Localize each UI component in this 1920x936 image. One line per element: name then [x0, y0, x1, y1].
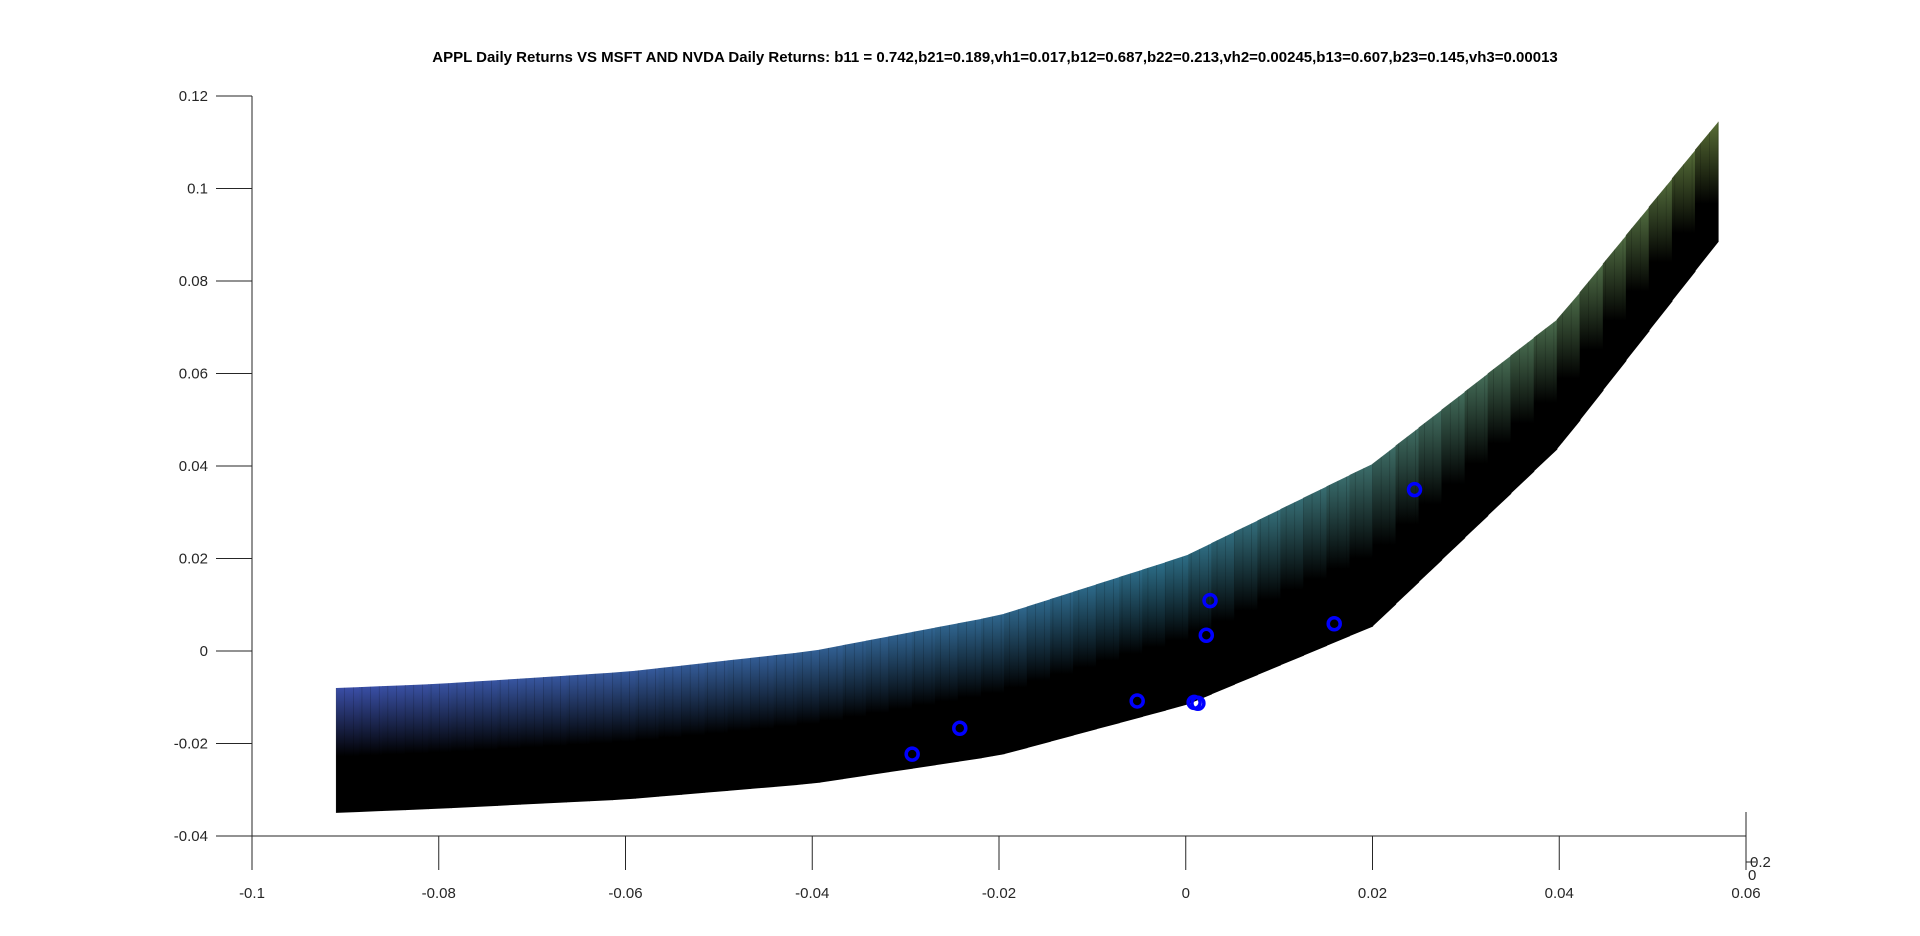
- data-point: [952, 720, 968, 736]
- z-tick-label: 0: [1748, 867, 1756, 884]
- surface-strip: [1303, 486, 1328, 656]
- surface-strip: [474, 680, 498, 807]
- surface-strip: [635, 668, 660, 799]
- surface-strip: [681, 663, 706, 795]
- y-tick-label: -0.04: [174, 828, 208, 845]
- surface-strip: [1602, 235, 1627, 391]
- surface-strip: [1579, 263, 1604, 421]
- surface-strip: [1050, 591, 1074, 742]
- surface-strip: [1073, 584, 1097, 736]
- surface-strip: [359, 686, 383, 812]
- surface-strip: [727, 657, 752, 791]
- surface-strip: [1464, 373, 1489, 538]
- y-tick-label: 0.04: [179, 458, 208, 475]
- x-tick-label: 0: [1182, 885, 1190, 902]
- data-point: [1406, 481, 1423, 498]
- surface-strip: [1395, 427, 1420, 605]
- y-tick-label: 0: [200, 643, 208, 660]
- x-tick-label: -0.1: [239, 885, 265, 902]
- y-tick-label: 0.06: [179, 366, 208, 383]
- surface-strip: [1556, 292, 1581, 450]
- surface-strip: [566, 674, 590, 803]
- x-tick-label: -0.08: [422, 885, 456, 902]
- surface-strip: [1694, 121, 1719, 272]
- surface-strip: [1349, 463, 1374, 637]
- surface-strip: [1119, 569, 1143, 724]
- surface-strip: [1234, 520, 1258, 685]
- data-points: [904, 481, 1423, 762]
- surface-strip: [1648, 178, 1673, 332]
- surface-strip: [888, 632, 913, 773]
- surface-strip: [773, 652, 798, 787]
- data-point: [904, 746, 920, 762]
- surface-strip: [796, 649, 821, 786]
- y-tick-label: 0.1: [187, 181, 208, 198]
- surface-strip: [1326, 475, 1351, 646]
- surface-strip: [865, 636, 890, 776]
- data-point: [1326, 615, 1342, 632]
- surface-strip: [957, 618, 982, 762]
- surface-strip: [842, 640, 867, 780]
- x-tick-label: -0.02: [982, 885, 1016, 902]
- data-point: [1190, 695, 1206, 712]
- surface-strip: [658, 665, 683, 797]
- surface-strip: [980, 613, 1005, 759]
- x-tick-label: 0.04: [1545, 885, 1574, 902]
- surface-strip: [1142, 562, 1166, 717]
- surface-strip: [497, 678, 521, 806]
- x-tick-label: 0.02: [1358, 885, 1387, 902]
- data-point: [1129, 693, 1145, 709]
- surface-strip: [750, 655, 775, 789]
- surface-strip: [1027, 599, 1051, 748]
- x-tick-label: -0.04: [795, 885, 829, 902]
- chart-title: APPL Daily Returns VS MSFT AND NVDA Dail…: [432, 49, 1558, 66]
- z-tick-label: 0.2: [1750, 854, 1771, 871]
- surface-strip: [428, 683, 452, 810]
- surface-strip: [1165, 554, 1189, 711]
- surface-strip: [1441, 391, 1466, 561]
- surface-strip: [1510, 337, 1535, 494]
- y-tick-label: 0.08: [179, 273, 208, 290]
- surface-strip: [1257, 509, 1281, 675]
- y-tick-label: 0.12: [179, 88, 208, 105]
- x-tick-label: 0.06: [1731, 885, 1760, 902]
- surface-strip: [612, 670, 637, 801]
- surface-strip: [382, 685, 406, 812]
- surface-strip: [1003, 606, 1028, 755]
- surface-strip: [911, 627, 936, 769]
- surface-strip: [543, 675, 567, 804]
- surface-strip: [1211, 531, 1235, 695]
- surface-strip: [1533, 319, 1558, 472]
- data-point: [1198, 627, 1215, 644]
- surface-layer: [335, 121, 1719, 813]
- surface-strip: [451, 681, 475, 809]
- surface-strip: [1418, 409, 1443, 583]
- surface-strip: [1096, 577, 1120, 730]
- surface-strip: [934, 623, 959, 766]
- axes: -0.1 -0.08 -0.06 -0.04 -0.02 0 0.02 0.04 0.06 -0.…: [174, 88, 1771, 902]
- x-tick-label: -0.06: [608, 885, 642, 902]
- surface-strip: [704, 660, 729, 793]
- y-tick-label: -0.02: [174, 736, 208, 753]
- surface-strip: [1487, 355, 1512, 516]
- surface-strip: [1372, 445, 1397, 627]
- surface-strip: [1671, 149, 1696, 302]
- surface-strip: [589, 672, 614, 802]
- data-point: [1202, 592, 1218, 609]
- y-tick-label: 0.02: [179, 551, 208, 568]
- surface-strip: [405, 684, 429, 811]
- surface-strip: [819, 645, 844, 783]
- surface-strip: [520, 677, 544, 805]
- surface-strip: [336, 687, 360, 813]
- surface-strip: [1280, 497, 1305, 666]
- surface-strip: [1625, 206, 1650, 361]
- surface-strip: [1188, 543, 1212, 705]
